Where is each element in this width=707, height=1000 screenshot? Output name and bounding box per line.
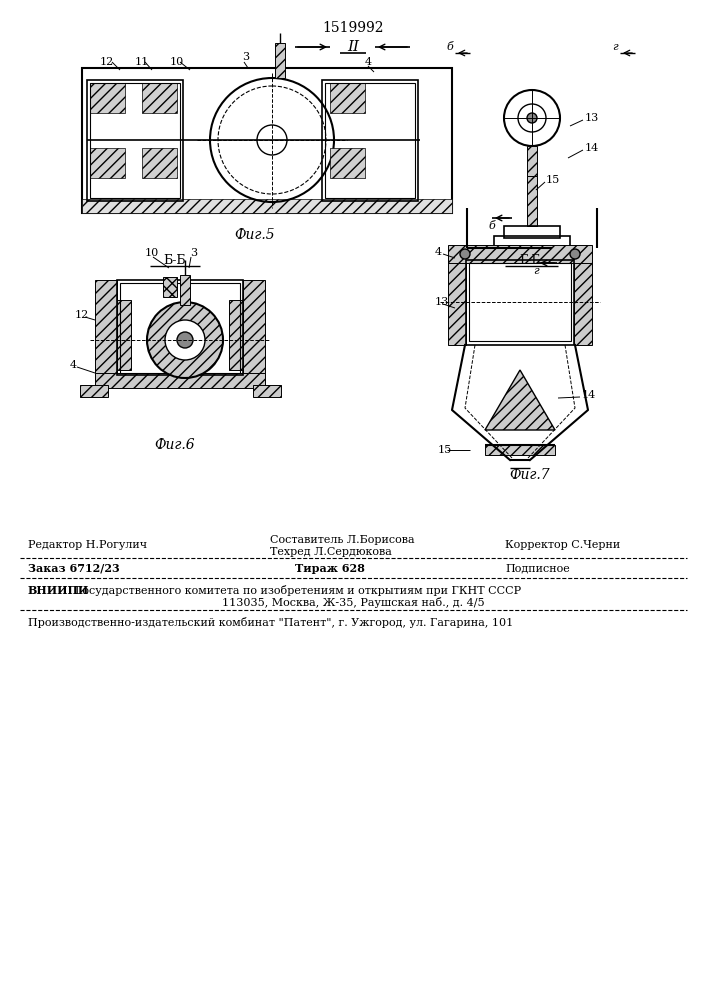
Bar [87,80,183,201]
Bar [80,385,108,397]
Text: 4: 4 [435,247,442,257]
Text: 1519992: 1519992 [322,21,384,35]
Text: Техред Л.Сердюкова: Техред Л.Сердюкова [270,547,392,557]
Text: 4: 4 [70,360,77,370]
Bar [527,176,537,226]
Text: 14: 14 [582,390,596,400]
Text: II: II [347,40,359,54]
Bar [90,83,180,198]
Bar [95,373,265,388]
Circle shape [165,320,205,360]
Text: Корректор С.Черни: Корректор С.Черни [505,540,620,550]
Bar [466,260,574,345]
Bar [504,226,560,238]
Bar [448,260,466,345]
Bar [180,275,190,305]
Bar [229,300,243,370]
Text: б: б [447,42,453,52]
Polygon shape [485,370,555,430]
Bar [142,148,177,178]
Circle shape [147,302,223,378]
Text: Фиг.5: Фиг.5 [235,228,275,242]
Text: 10: 10 [145,248,159,258]
Bar [469,263,571,341]
Bar [485,445,555,455]
Bar [163,277,177,297]
Text: 4: 4 [365,57,372,67]
Bar [95,280,117,380]
Text: г: г [612,42,618,52]
Bar [82,199,452,213]
Text: Заказ 6712/23: Заказ 6712/23 [28,562,119,574]
Bar [494,236,570,251]
Text: 13: 13 [585,113,600,123]
Bar [117,280,243,375]
Circle shape [527,113,537,123]
Bar [120,283,240,373]
Bar [90,83,125,113]
Text: 15: 15 [438,445,452,455]
Text: Фиг.7: Фиг.7 [510,468,550,482]
Bar [448,245,592,263]
Bar [527,146,537,176]
Text: 13: 13 [435,297,449,307]
Text: 12: 12 [75,310,89,320]
Text: г: г [533,266,539,276]
Text: 113035, Москва, Ж-35, Раушская наб., д. 4/5: 113035, Москва, Ж-35, Раушская наб., д. … [222,596,484,607]
Bar [82,68,452,213]
Text: 12: 12 [100,57,115,67]
Text: Г-Г: Г-Г [520,253,540,266]
Text: ВНИИПИ: ВНИИПИ [28,584,89,595]
Text: Государственного комитета по изобретениям и открытиям при ГКНТ СССР: Государственного комитета по изобретения… [75,584,521,595]
Text: Тираж 628: Тираж 628 [295,562,365,574]
Bar [574,260,592,345]
Text: 11: 11 [135,57,149,67]
Bar [243,280,265,380]
Bar [117,300,131,370]
Text: Б-Б: Б-Б [164,253,187,266]
Text: Производственно-издательский комбинат "Патент", г. Ужгород, ул. Гагарина, 101: Производственно-издательский комбинат "П… [28,616,513,628]
Bar [322,80,418,201]
Text: Фиг.6: Фиг.6 [155,438,195,452]
Bar [275,43,285,78]
Bar [330,83,365,113]
Bar [142,83,177,113]
Text: 15: 15 [546,175,560,185]
Text: Составитель Л.Борисова: Составитель Л.Борисова [270,535,414,545]
Text: Подписное: Подписное [505,563,570,573]
Text: 3: 3 [190,248,197,258]
Circle shape [570,249,580,259]
Text: Редактор Н.Рогулич: Редактор Н.Рогулич [28,540,147,550]
Circle shape [177,332,193,348]
Text: б: б [488,221,495,231]
Text: 10: 10 [170,57,185,67]
Bar [330,148,365,178]
Bar [512,248,532,258]
Text: 14: 14 [585,143,600,153]
Bar [253,385,281,397]
Bar [90,148,125,178]
Text: 3: 3 [242,52,249,62]
Circle shape [460,249,470,259]
Bar [325,83,415,198]
